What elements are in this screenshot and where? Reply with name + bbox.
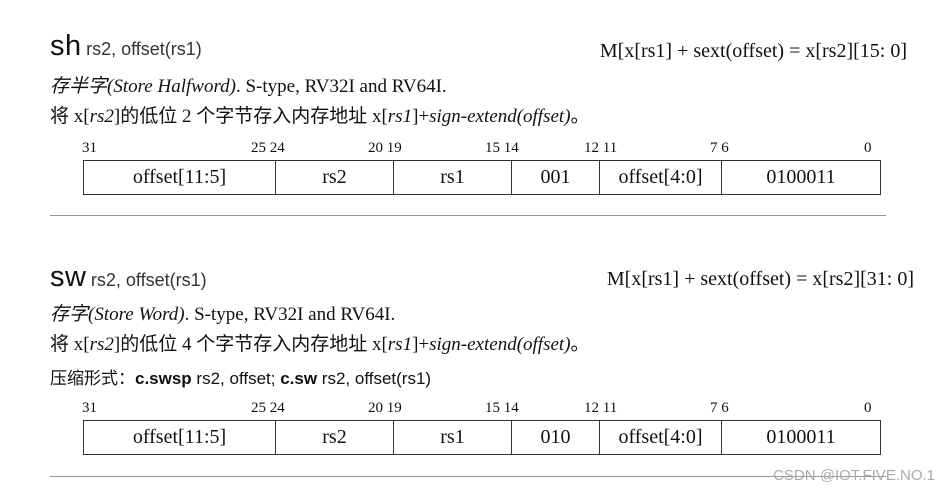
sh-field-imm-low: offset[4:0] <box>599 160 722 195</box>
sw-mnemonic: sw <box>50 261 87 293</box>
sw-bit-12-11: 12 11 <box>584 400 618 416</box>
sh-encoding-row: offset[11:5] rs2 rs1 001 offset[4:0] 010… <box>83 160 881 195</box>
sh-desc-cn: 存半字 <box>50 76 108 97</box>
sw-detail-end: 。 <box>570 334 590 355</box>
sw-compressed-sw: c.sw <box>280 369 318 388</box>
sw-bit-15-14: 15 14 <box>485 400 519 416</box>
sw-field-imm-high: offset[11:5] <box>83 420 276 455</box>
sw-bit-20-19: 20 19 <box>368 400 402 416</box>
sh-detail-rs1: rs1 <box>387 106 413 127</box>
sw-encoding-table: offset[11:5] rs2 rs1 010 offset[4:0] 010… <box>83 420 881 455</box>
sw-desc-cn: 存字 <box>50 304 89 325</box>
sh-detail: 将 x[rs2]的低位 2 个字节存入内存地址 x[rs1]+sign-exte… <box>50 101 590 128</box>
sw-heading: sw rs2, offset(rs1) <box>50 261 207 294</box>
sw-field-opcode: 0100011 <box>721 420 881 455</box>
section-divider-2 <box>50 476 886 477</box>
sw-detail-rs2: rs2 <box>89 334 114 355</box>
sw-encoding-row: offset[11:5] rs2 rs1 010 offset[4:0] 010… <box>83 420 881 455</box>
sw-field-funct3: 010 <box>511 420 600 455</box>
sw-detail-rs1: rs1 <box>387 334 413 355</box>
sh-bit-12-11: 12 11 <box>584 140 618 156</box>
sh-detail-c: ]+ <box>412 106 430 127</box>
sw-bit-0: 0 <box>864 400 872 416</box>
sh-field-rs2: rs2 <box>275 160 394 195</box>
sh-bit-31: 31 <box>82 140 97 156</box>
sh-mnemonic: sh <box>50 30 82 62</box>
sw-field-imm-low: offset[4:0] <box>599 420 722 455</box>
sw-detail-a: 将 x[ <box>50 334 90 355</box>
sh-bit-7-6: 7 6 <box>710 140 729 156</box>
sw-desc-en: (Store Word) <box>88 304 185 325</box>
sw-bit-31: 31 <box>82 400 97 416</box>
sw-compressed-swsp-ops: rs2, offset; <box>191 369 281 388</box>
sw-bit-7-6: 7 6 <box>710 400 729 416</box>
sw-detail-c: ]+ <box>412 334 430 355</box>
sw-compressed-swsp: c.swsp <box>135 369 192 388</box>
sw-formula: M[x[rs1] + sext(offset) = x[rs2][31: 0] <box>606 268 914 290</box>
sw-detail-sext: sign-extend(offset) <box>429 334 571 355</box>
sh-field-funct3: 001 <box>511 160 600 195</box>
sh-desc-en: (Store Halfword) <box>107 76 236 97</box>
sw-field-rs1: rs1 <box>393 420 512 455</box>
sh-detail-b: ]的低位 2 个字节存入内存地址 x[ <box>113 106 388 127</box>
sh-detail-a: 将 x[ <box>50 106 90 127</box>
sw-detail: 将 x[rs2]的低位 4 个字节存入内存地址 x[rs1]+sign-exte… <box>50 329 590 356</box>
sw-field-rs2: rs2 <box>275 420 394 455</box>
sw-compressed: 压缩形式：c.swsp rs2, offset; c.sw rs2, offse… <box>50 364 431 389</box>
sh-encoding-table: offset[11:5] rs2 rs1 001 offset[4:0] 010… <box>83 160 881 195</box>
sw-compressed-label: 压缩形式： <box>50 369 135 388</box>
sh-desc-rest: . S-type, RV32I and RV64I. <box>235 76 447 97</box>
sw-desc-rest: . S-type, RV32I and RV64I. <box>184 304 396 325</box>
sw-detail-b: ]的低位 4 个字节存入内存地址 x[ <box>113 334 388 355</box>
watermark: CSDN @IOT.FIVE.NO.1 <box>773 467 935 484</box>
sh-field-opcode: 0100011 <box>721 160 881 195</box>
sw-operands: rs2, offset(rs1) <box>90 270 207 290</box>
sh-field-rs1: rs1 <box>393 160 512 195</box>
section-divider-1 <box>50 215 886 216</box>
sh-detail-rs2: rs2 <box>89 106 114 127</box>
sw-description: 存字(Store Word). S-type, RV32I and RV64I. <box>50 299 395 326</box>
sh-formula: M[x[rs1] + sext(offset) = x[rs2][15: 0] <box>599 40 907 62</box>
sh-detail-sext: sign-extend(offset) <box>429 106 571 127</box>
sh-bit-0: 0 <box>864 140 872 156</box>
sh-description: 存半字(Store Halfword). S-type, RV32I and R… <box>50 71 447 98</box>
sh-bit-20-19: 20 19 <box>368 140 402 156</box>
sh-heading: sh rs2, offset(rs1) <box>50 30 202 63</box>
sh-operands: rs2, offset(rs1) <box>86 39 202 59</box>
sw-compressed-sw-ops: rs2, offset(rs1) <box>317 369 432 388</box>
sh-field-imm-high: offset[11:5] <box>83 160 276 195</box>
sh-detail-end: 。 <box>570 106 590 127</box>
sh-bit-25-24: 25 24 <box>251 140 285 156</box>
sh-bit-15-14: 15 14 <box>485 140 519 156</box>
sw-bit-25-24: 25 24 <box>251 400 285 416</box>
